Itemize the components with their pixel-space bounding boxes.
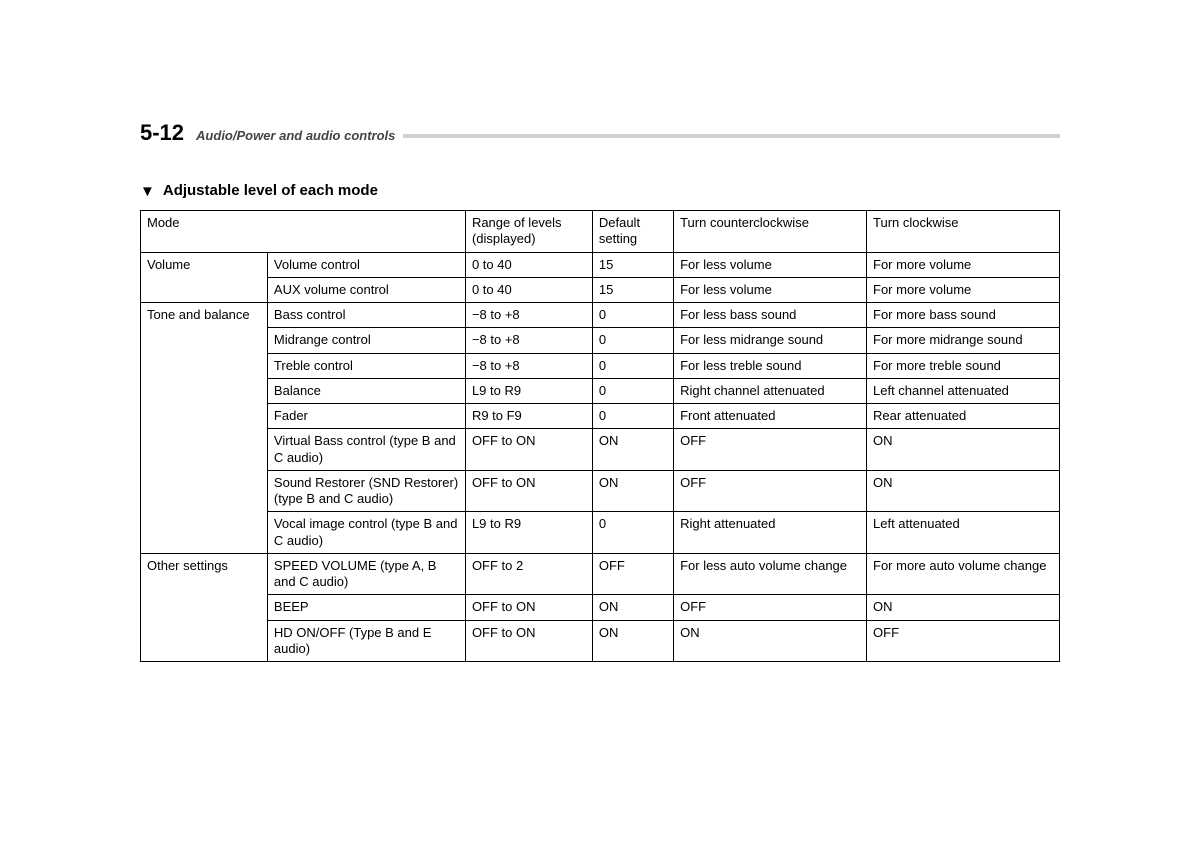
cell-range: OFF to ON <box>465 429 592 471</box>
cell-cw: Left attenuated <box>867 512 1060 554</box>
table-row: Sound Restorer (SND Restorer) (type B an… <box>141 470 1060 512</box>
cell-range: −8 to +8 <box>465 328 592 353</box>
cell-ccw: For less treble sound <box>674 353 867 378</box>
modes-table: ModeRange of levels (displayed)Default s… <box>140 210 1060 662</box>
cell-default: 0 <box>592 353 673 378</box>
cell-cw: Rear attenuated <box>867 404 1060 429</box>
col-header-default: Default setting <box>592 211 673 253</box>
table-row: Vocal image control (type B and C audio)… <box>141 512 1060 554</box>
table-row: HD ON/OFF (Type B and E audio)OFF to ONO… <box>141 620 1060 662</box>
cell-default: ON <box>592 429 673 471</box>
cell-ccw: For less midrange sound <box>674 328 867 353</box>
cell-range: R9 to F9 <box>465 404 592 429</box>
cell-range: OFF to ON <box>465 595 592 620</box>
mode-name-cell: SPEED VOLUME (type A, B and C audio) <box>267 553 465 595</box>
table-row: VolumeVolume control0 to 4015For less vo… <box>141 252 1060 277</box>
cell-default: ON <box>592 470 673 512</box>
cell-default: 0 <box>592 378 673 403</box>
table-row: Virtual Bass control (type B and C audio… <box>141 429 1060 471</box>
mode-name-cell: Vocal image control (type B and C audio) <box>267 512 465 554</box>
cell-default: ON <box>592 595 673 620</box>
col-header-cw: Turn clockwise <box>867 211 1060 253</box>
cell-default: 0 <box>592 512 673 554</box>
page-number: 5-12 <box>140 120 184 146</box>
mode-name-cell: Midrange control <box>267 328 465 353</box>
cell-ccw: For less bass sound <box>674 303 867 328</box>
cell-cw: ON <box>867 595 1060 620</box>
cell-default: 15 <box>592 277 673 302</box>
cell-ccw: Right channel attenuated <box>674 378 867 403</box>
table-row: Other settingsSPEED VOLUME (type A, B an… <box>141 553 1060 595</box>
cell-range: OFF to ON <box>465 620 592 662</box>
cell-range: OFF to 2 <box>465 553 592 595</box>
cell-default: 15 <box>592 252 673 277</box>
mode-name-cell: Virtual Bass control (type B and C audio… <box>267 429 465 471</box>
cell-ccw: Front attenuated <box>674 404 867 429</box>
mode-name-cell: Volume control <box>267 252 465 277</box>
cell-ccw: For less volume <box>674 252 867 277</box>
mode-name-cell: BEEP <box>267 595 465 620</box>
mode-name-cell: HD ON/OFF (Type B and E audio) <box>267 620 465 662</box>
col-header-mode: Mode <box>141 211 466 253</box>
cell-cw: OFF <box>867 620 1060 662</box>
table-row: BEEPOFF to ONONOFFON <box>141 595 1060 620</box>
table-row: Midrange control−8 to +80For less midran… <box>141 328 1060 353</box>
mode-group-cell: Tone and balance <box>141 303 268 554</box>
cell-default: 0 <box>592 328 673 353</box>
cell-range: 0 to 40 <box>465 277 592 302</box>
cell-range: −8 to +8 <box>465 303 592 328</box>
cell-range: 0 to 40 <box>465 252 592 277</box>
mode-group-cell: Volume <box>141 252 268 303</box>
breadcrumb: Audio/Power and audio controls <box>196 128 395 143</box>
cell-range: −8 to +8 <box>465 353 592 378</box>
mode-name-cell: Treble control <box>267 353 465 378</box>
table-header-row: ModeRange of levels (displayed)Default s… <box>141 211 1060 253</box>
cell-cw: ON <box>867 429 1060 471</box>
cell-cw: For more volume <box>867 277 1060 302</box>
cell-default: OFF <box>592 553 673 595</box>
header-divider <box>403 134 1060 138</box>
cell-ccw: For less auto volume change <box>674 553 867 595</box>
cell-range: L9 to R9 <box>465 512 592 554</box>
col-header-range: Range of levels (displayed) <box>465 211 592 253</box>
cell-ccw: For less volume <box>674 277 867 302</box>
table-row: Treble control−8 to +80For less treble s… <box>141 353 1060 378</box>
table-row: Tone and balanceBass control−8 to +80For… <box>141 303 1060 328</box>
cell-default: 0 <box>592 404 673 429</box>
table-row: BalanceL9 to R90Right channel attenuated… <box>141 378 1060 403</box>
mode-name-cell: Balance <box>267 378 465 403</box>
cell-cw: For more auto volume change <box>867 553 1060 595</box>
cell-ccw: ON <box>674 620 867 662</box>
cell-ccw: Right attenuated <box>674 512 867 554</box>
table-row: AUX volume control0 to 4015For less volu… <box>141 277 1060 302</box>
down-triangle-icon: ▼ <box>140 183 155 200</box>
cell-range: OFF to ON <box>465 470 592 512</box>
cell-cw: For more bass sound <box>867 303 1060 328</box>
cell-cw: For more midrange sound <box>867 328 1060 353</box>
mode-name-cell: Fader <box>267 404 465 429</box>
table-row: FaderR9 to F90Front attenuatedRear atten… <box>141 404 1060 429</box>
section-title-text: Adjustable level of each mode <box>163 182 378 199</box>
mode-name-cell: Bass control <box>267 303 465 328</box>
cell-cw: For more volume <box>867 252 1060 277</box>
cell-ccw: OFF <box>674 595 867 620</box>
col-header-ccw: Turn counterclockwise <box>674 211 867 253</box>
cell-ccw: OFF <box>674 470 867 512</box>
mode-group-cell: Other settings <box>141 553 268 661</box>
cell-ccw: OFF <box>674 429 867 471</box>
cell-default: 0 <box>592 303 673 328</box>
section-heading: ▼ Adjustable level of each mode <box>140 182 1060 200</box>
cell-default: ON <box>592 620 673 662</box>
cell-cw: ON <box>867 470 1060 512</box>
page-header: 5-12 Audio/Power and audio controls <box>140 120 1060 146</box>
cell-cw: For more treble sound <box>867 353 1060 378</box>
cell-cw: Left channel attenuated <box>867 378 1060 403</box>
mode-name-cell: Sound Restorer (SND Restorer) (type B an… <box>267 470 465 512</box>
mode-name-cell: AUX volume control <box>267 277 465 302</box>
cell-range: L9 to R9 <box>465 378 592 403</box>
